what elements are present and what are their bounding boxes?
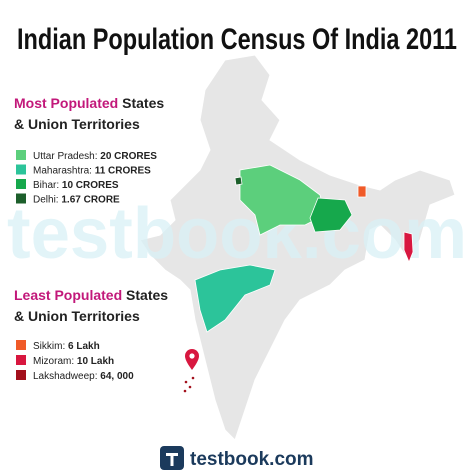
section-heading: Least Populated States [14,287,168,303]
legend-value: 64, 000 [100,371,134,382]
state-shape [357,185,367,198]
legend-swatch [16,193,26,204]
legend-swatch [16,355,26,365]
brand-name: testbook.com [190,449,314,470]
island-dot [188,385,192,389]
heading-highlight: Least Populated [14,287,122,303]
legend-value: 11 CRORES [95,166,151,177]
legend-item: Mizoram: 10 Lakh [33,356,114,367]
legend-item: Bihar: 10 CRORES [33,180,119,191]
legend-label: Bihar: [33,180,59,191]
legend-item: Uttar Pradesh: 20 CRORES [33,151,157,162]
state-shape [194,264,276,333]
legend-value: 6 Lakh [68,341,100,352]
heading-rest: States [126,287,168,303]
legend-label: Sikkim: [33,341,65,352]
legend-item: Delhi: 1.67 CRORE [33,195,120,206]
state-shape [403,231,414,264]
legend-item: Lakshadweep: 64, 000 [33,371,134,382]
state-shape [234,176,243,186]
legend-label: Delhi: [33,195,59,206]
location-pin [185,349,199,370]
heading-highlight: Most Populated [14,95,118,111]
legend-value: 20 CRORES [100,151,157,162]
legend-swatch [16,164,26,175]
legend-label: Lakshadweep: [33,371,98,382]
watermark: testbook.com [7,194,467,274]
heading-rest: States [122,95,164,111]
section-subheading: & Union Territories [14,116,140,132]
legend-value: 10 CRORES [62,180,119,191]
legend-swatch [16,340,26,350]
legend-item: Maharashtra: 11 CRORES [33,166,151,177]
legend-swatch [16,150,26,160]
state-shape [309,197,353,233]
island-dot [184,380,188,384]
legend-item: Sikkim: 6 Lakh [33,341,100,352]
legend-value: 10 Lakh [77,356,114,367]
legend-label: Maharashtra: [33,166,92,177]
section-heading: Most Populated States [14,95,164,111]
island-dot [191,376,195,380]
state-shape [239,164,326,236]
legend-swatch [16,179,26,189]
section-subheading: & Union Territories [14,308,140,324]
title: Indian Population Census Of India 2011 [17,23,457,56]
footer: testbook.com [160,446,314,470]
legend-value: 1.67 CRORE [61,195,120,206]
legend-swatch [16,370,26,380]
india-map [139,54,456,441]
island-dot [183,389,187,393]
legend-label: Uttar Pradesh: [33,151,97,162]
legend-label: Mizoram: [33,356,74,367]
